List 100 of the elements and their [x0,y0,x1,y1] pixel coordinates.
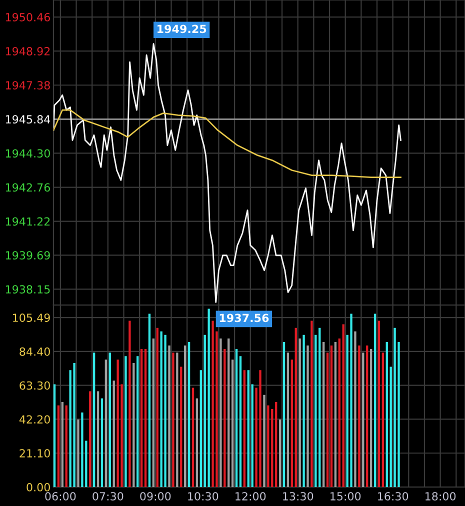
bar [259,370,262,488]
bar [77,420,80,488]
line-series [53,109,402,178]
bar [267,405,270,488]
bar [176,352,178,488]
bar [278,420,282,488]
bar [73,363,76,488]
y-tick-label: 1944.30 [6,149,50,158]
bar [282,342,286,488]
bar [235,349,238,488]
bar [394,328,396,488]
x-tick-label: 09:00 [140,492,171,500]
bar [386,342,388,488]
bar [362,352,364,488]
bar [208,308,210,488]
bar [96,391,100,488]
x-tick-label: 10:30 [188,492,218,500]
bar [148,314,151,488]
bar [378,320,380,488]
bar [81,412,84,488]
bar [112,380,115,488]
y-tick-label: 42.20 [19,415,50,424]
bar [196,398,198,488]
bar [200,370,202,488]
bar [310,320,313,488]
bar [224,349,226,488]
bar [180,366,182,488]
y-tick-label: 1939.69 [6,251,50,260]
x-tick-label: 13:30 [283,492,314,500]
bar [326,352,329,488]
bar [140,349,143,488]
bar [128,320,131,488]
bar [322,342,325,488]
bar [228,338,230,488]
x-tick-label: 15:00 [330,492,361,500]
bar [338,338,340,488]
bar [172,352,174,488]
bar [168,346,170,488]
bar [124,356,127,488]
bar [89,391,92,488]
bar [318,328,321,488]
y-tick-label: 0.00 [26,483,50,492]
bar [116,360,119,488]
bar [100,398,104,488]
line-series [53,43,402,303]
bar [382,352,384,488]
bar [350,314,352,488]
bar [275,402,278,488]
bar [243,370,246,488]
bar [251,384,254,488]
bar [92,352,96,488]
x-tick-label: 07:30 [92,492,124,500]
bar [61,402,64,488]
x-tick-label: 06:00 [45,492,76,500]
y-tick-label: 1942.76 [6,183,50,192]
bar [57,405,60,488]
annotation: 1949.25 [158,24,206,34]
bar [342,324,344,488]
bar [286,352,290,488]
bar [104,360,108,488]
y-tick-label: 1950.46 [6,13,50,22]
bar [156,328,158,488]
y-tick-label: 1947.38 [6,81,50,90]
bar [294,328,297,488]
bar [53,384,56,488]
y-tick-label: 84.40 [20,347,50,356]
bar [298,338,301,488]
y-tick-label: 1948.92 [6,47,50,56]
bar [354,331,356,488]
bar [302,334,305,488]
bar [164,334,166,488]
annotation: 1937.56 [220,314,269,322]
x-tick-label: 12:00 [236,492,266,500]
bar [306,346,309,488]
bar [212,320,214,488]
bar [263,394,266,488]
bar [239,356,242,488]
bar [370,349,372,488]
x-tick-label: 18:00 [426,492,456,500]
y-tick-label: 1941.22 [6,217,50,226]
y-tick-label: 1938.15 [6,285,50,294]
bar [108,352,111,488]
bar [290,360,294,488]
bar [358,346,360,488]
bar [247,370,250,488]
bar [136,356,139,488]
bar [231,360,234,488]
bar [152,338,155,488]
y-tick-label: 21.10 [20,449,50,458]
bar [330,346,333,488]
bar [334,342,337,488]
bar [366,346,368,488]
bar [65,405,68,488]
bar [220,338,222,488]
bar [374,314,376,488]
x-tick-label: 16:30 [378,492,408,500]
bar [144,349,147,488]
bar [184,346,186,488]
bar [188,342,190,488]
bar [271,408,274,488]
